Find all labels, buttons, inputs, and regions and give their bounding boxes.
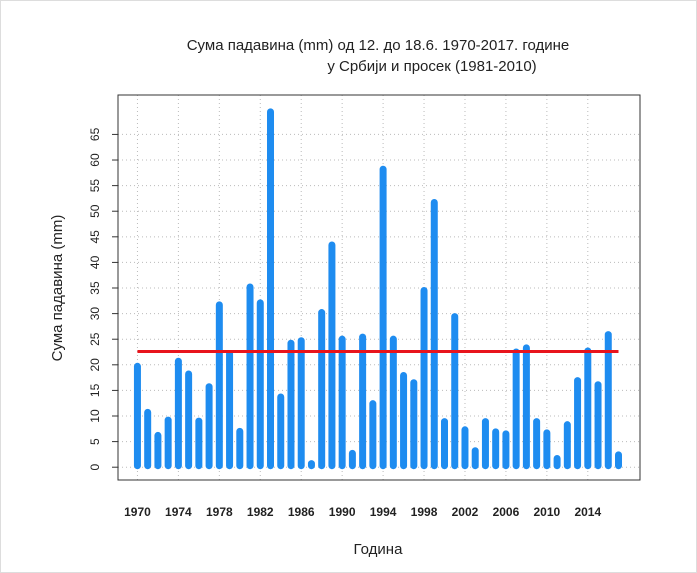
y-tick-label: 50 — [88, 204, 102, 218]
bar — [615, 451, 623, 470]
y-tick-label: 10 — [88, 409, 102, 423]
y-tick-label: 20 — [88, 358, 102, 372]
y-tick-label: 55 — [88, 179, 102, 193]
x-axis-label: Година — [354, 541, 404, 558]
bar — [461, 426, 469, 470]
x-tick-label: 2002 — [452, 505, 479, 519]
bar — [604, 331, 612, 470]
y-tick-label: 60 — [88, 153, 102, 167]
bar — [226, 350, 234, 470]
x-tick-label: 1970 — [124, 505, 151, 519]
x-tick-label: 1990 — [329, 505, 356, 519]
bar — [481, 418, 489, 470]
bar — [144, 408, 152, 470]
y-tick-label: 0 — [88, 464, 102, 471]
x-tick-label: 1994 — [370, 505, 397, 519]
bar — [348, 449, 356, 470]
bar — [369, 400, 377, 470]
bar — [522, 344, 530, 470]
bar — [133, 362, 141, 470]
x-tick-label: 2006 — [493, 505, 520, 519]
bar — [451, 313, 459, 470]
x-tick-label: 1998 — [411, 505, 438, 519]
x-tick-label: 2010 — [534, 505, 561, 519]
bar — [297, 337, 305, 470]
y-tick-label: 15 — [88, 383, 102, 397]
y-tick-label: 5 — [88, 438, 102, 445]
bar — [277, 393, 285, 470]
chart-subtitle: у Србији и просек (1981-2010) — [327, 58, 536, 75]
x-tick-label: 1974 — [165, 505, 192, 519]
y-tick-label: 40 — [88, 255, 102, 269]
bar — [502, 430, 510, 470]
x-tick-label: 1986 — [288, 505, 315, 519]
y-tick-label: 35 — [88, 281, 102, 295]
bar — [246, 283, 254, 470]
bar — [389, 335, 397, 470]
bar — [533, 418, 541, 470]
bar — [174, 357, 182, 470]
bar — [543, 429, 551, 470]
bar — [420, 287, 428, 470]
bar — [256, 299, 264, 470]
bar — [379, 165, 387, 470]
bar — [512, 348, 520, 470]
y-tick-label: 25 — [88, 332, 102, 346]
bar — [267, 108, 275, 470]
x-tick-label: 1982 — [247, 505, 274, 519]
bar — [195, 417, 203, 470]
chart-title: Сума падавина (mm) од 12. до 18.6. 1970-… — [187, 37, 570, 54]
bar — [492, 428, 500, 470]
y-tick-label: 65 — [88, 127, 102, 141]
bar — [594, 381, 602, 470]
bar — [328, 241, 336, 470]
bar — [215, 301, 223, 470]
bar — [359, 333, 367, 470]
bar — [185, 370, 193, 470]
bar — [287, 339, 295, 470]
y-tick-label: 45 — [88, 230, 102, 244]
plot-area — [117, 94, 641, 481]
bar — [338, 335, 346, 470]
bar — [584, 347, 592, 470]
bar — [410, 379, 418, 470]
bar — [563, 421, 571, 470]
bar — [236, 427, 244, 470]
x-tick-label: 1978 — [206, 505, 233, 519]
bar — [164, 416, 172, 470]
bar — [154, 431, 162, 470]
y-axis-label: Сума падавина (mm) — [49, 215, 66, 362]
bar — [430, 198, 438, 470]
bar — [318, 309, 326, 470]
bar — [471, 447, 479, 470]
bar — [307, 460, 315, 470]
bar — [441, 418, 449, 470]
bar — [205, 383, 213, 470]
y-tick-label: 30 — [88, 307, 102, 321]
bar — [553, 454, 561, 470]
x-tick-label: 2014 — [574, 505, 601, 519]
bar — [400, 372, 408, 470]
bar — [574, 377, 582, 470]
